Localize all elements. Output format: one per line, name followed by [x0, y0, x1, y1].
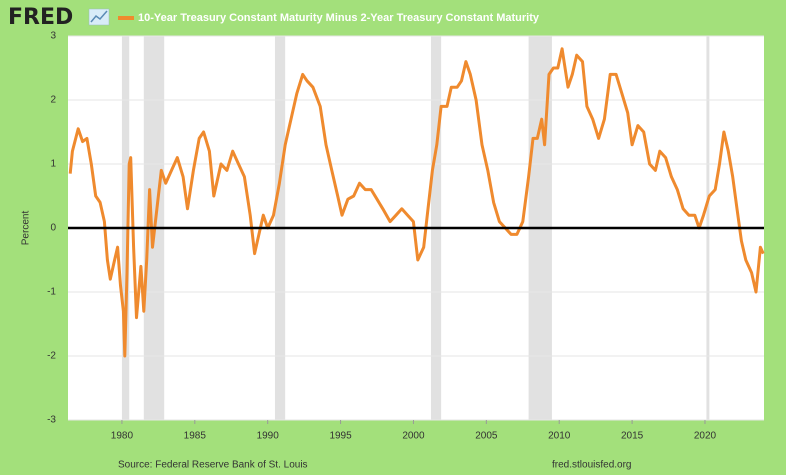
x-tick-label: 2015 [621, 431, 644, 442]
legend-label: 10-Year Treasury Constant Maturity Minus… [138, 12, 540, 24]
brand-icon [88, 8, 110, 26]
y-tick-label: -1 [47, 287, 56, 298]
series-line [68, 47, 765, 358]
site: fred.stlouisfed.org [552, 460, 632, 471]
y-tick-label: 0 [50, 223, 56, 234]
y-tick-label: -2 [47, 351, 56, 362]
x-tick-label: 2010 [548, 431, 571, 442]
x-tick-label: 1995 [329, 431, 352, 442]
y-tick-label: -3 [47, 415, 56, 426]
x-tick-label: 1985 [184, 431, 207, 442]
brand-logo: FRED [8, 5, 73, 30]
x-tick-label: 2005 [475, 431, 498, 442]
y-tick-label: 1 [50, 159, 56, 170]
x-tick-label: 1980 [111, 431, 134, 442]
x-tick-label: 2020 [694, 431, 717, 442]
source: Source: Federal Reserve Bank of St. Loui… [118, 460, 308, 471]
y-axis-label: Percent [21, 211, 32, 246]
y-tick-label: 3 [50, 31, 56, 42]
y-tick-label: 2 [50, 95, 56, 106]
x-tick-label: 2000 [402, 431, 425, 442]
x-tick-label: 1990 [257, 431, 280, 442]
